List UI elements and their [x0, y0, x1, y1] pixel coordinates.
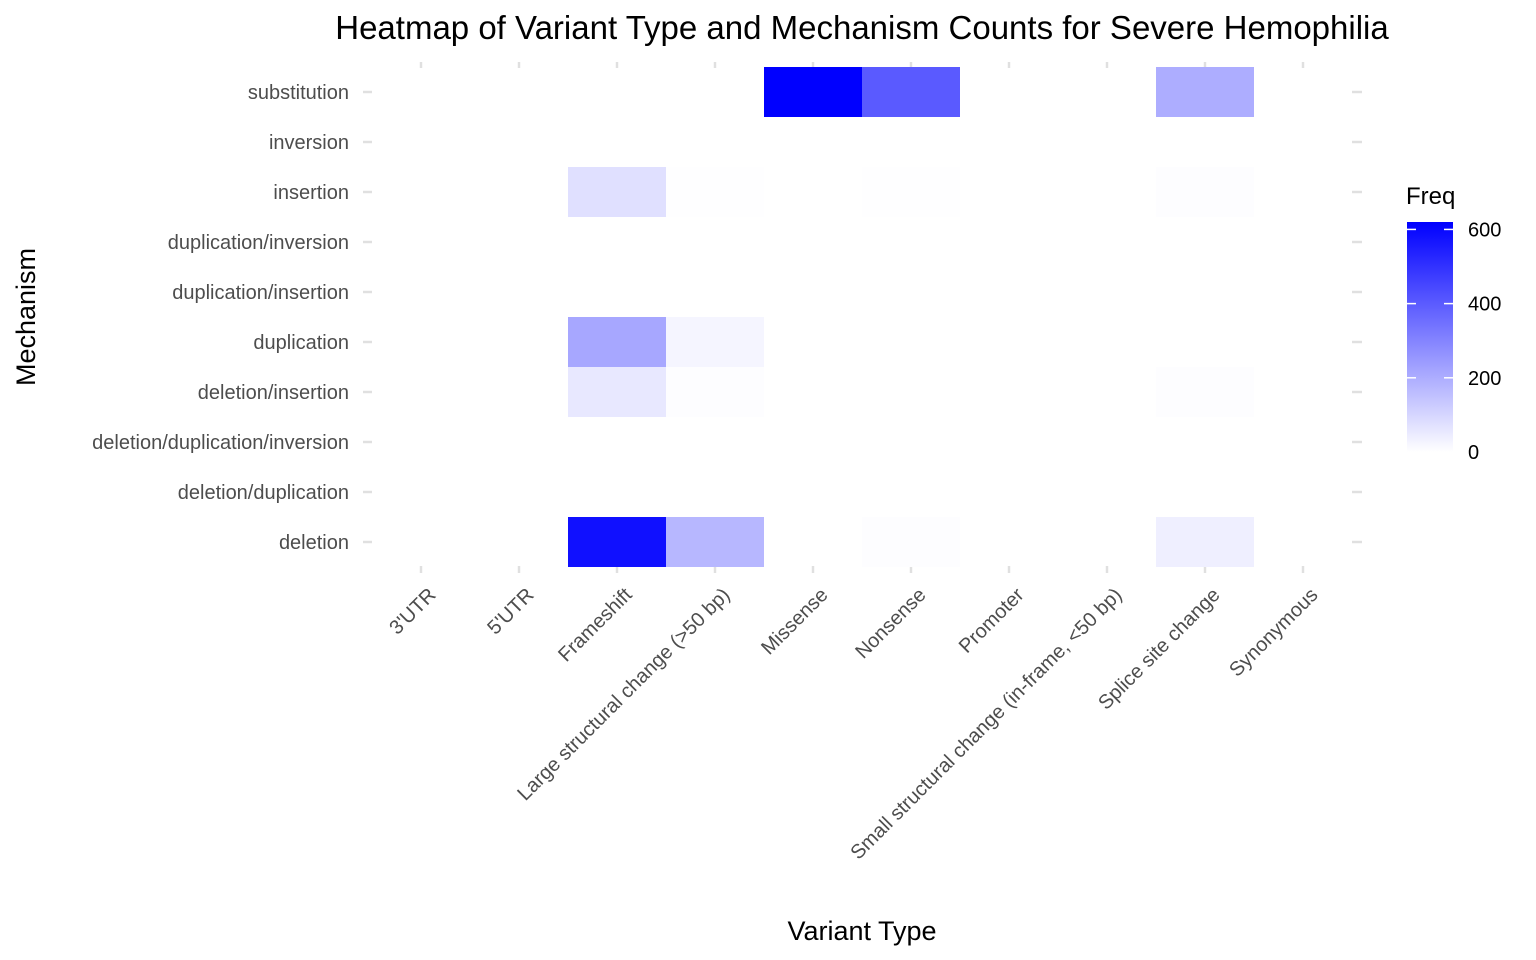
y-tick-label-substitution: substitution: [248, 82, 349, 104]
x-axis-title: Variant Type: [787, 916, 936, 946]
heatmap-cell-duplication-frameshift: [568, 317, 666, 367]
heatmap-cell-deletion-frameshift: [568, 517, 666, 567]
y-axis-tick-labels: deletion deletion/duplication deletion/dup…: [92, 82, 349, 554]
legend-tick-label-600: 600: [1468, 219, 1501, 241]
heatmap-cell-substitution-missense: [764, 67, 862, 117]
heatmap-cell-deletion-splice-site-change: [1156, 517, 1254, 567]
y-axis-title: Mechanism: [11, 248, 41, 386]
legend-ticks: 0 200 400 600: [1407, 219, 1501, 464]
legend-colorbar: [1407, 222, 1453, 452]
legend-tick-label-200: 200: [1468, 368, 1501, 390]
legend-tick-label-0: 0: [1468, 442, 1479, 464]
heatmap-cell-deletion-insertion-splice-site-change: [1156, 367, 1254, 417]
legend-tick-label-400: 400: [1468, 294, 1501, 316]
x-tick-label-missense: Missense: [757, 584, 832, 659]
y-tick-label-inversion: inversion: [269, 132, 349, 154]
heatmap-cell-insertion-nonsense: [862, 167, 960, 217]
legend: Freq 0 200 400 600: [1406, 183, 1501, 464]
y-tick-label-insertion: insertion: [273, 182, 349, 204]
heatmap-cell-deletion-insertion-frameshift: [568, 367, 666, 417]
heatmap-cell-deletion-large-structural-change-50-bp: [666, 517, 764, 567]
heatmap-cell-insertion-large-structural-change-50-bp: [666, 167, 764, 217]
heatmap-cell-substitution-splice-site-change: [1156, 67, 1254, 117]
y-tick-label-duplication-insertion: duplication/insertion: [172, 282, 349, 304]
x-tick-label-promoter: Promoter: [955, 584, 1029, 658]
heatmap-cells: [568, 67, 1254, 567]
x-tick-label-frameshift: Frameshift: [554, 584, 637, 667]
heatmap-cell-substitution-nonsense: [862, 67, 960, 117]
y-tick-label-deletion-duplication: deletion/duplication: [178, 482, 349, 504]
heatmap-cell-duplication-large-structural-change-50-bp: [666, 317, 764, 367]
x-tick-label-nonsense: Nonsense: [851, 584, 930, 663]
x-tick-label-3-utr: 3'UTR: [385, 584, 440, 639]
x-tick-label-large-structural-change-50-bp: Large structural change (>50 bp): [513, 584, 734, 805]
axis-ticks: [363, 62, 1362, 573]
y-tick-label-deletion-insertion: deletion/insertion: [198, 382, 349, 404]
y-tick-label-deletion: deletion: [279, 532, 349, 554]
y-tick-label-deletion-duplication-inversion: deletion/duplication/inversion: [92, 432, 349, 454]
heatmap-cell-insertion-splice-site-change: [1156, 167, 1254, 217]
x-tick-label-synonymous: Synonymous: [1225, 584, 1322, 681]
heatmap-cell-insertion-frameshift: [568, 167, 666, 217]
y-tick-label-duplication: duplication: [253, 332, 349, 354]
heatmap-cell-deletion-insertion-large-structural-change-50-bp: [666, 367, 764, 417]
legend-title: Freq: [1406, 183, 1455, 210]
heatmap-cell-deletion-nonsense: [862, 517, 960, 567]
chart-title: Heatmap of Variant Type and Mechanism Co…: [335, 9, 1389, 46]
y-tick-label-duplication-inversion: duplication/inversion: [168, 232, 349, 254]
x-tick-label-5-utr: 5'UTR: [483, 584, 538, 639]
